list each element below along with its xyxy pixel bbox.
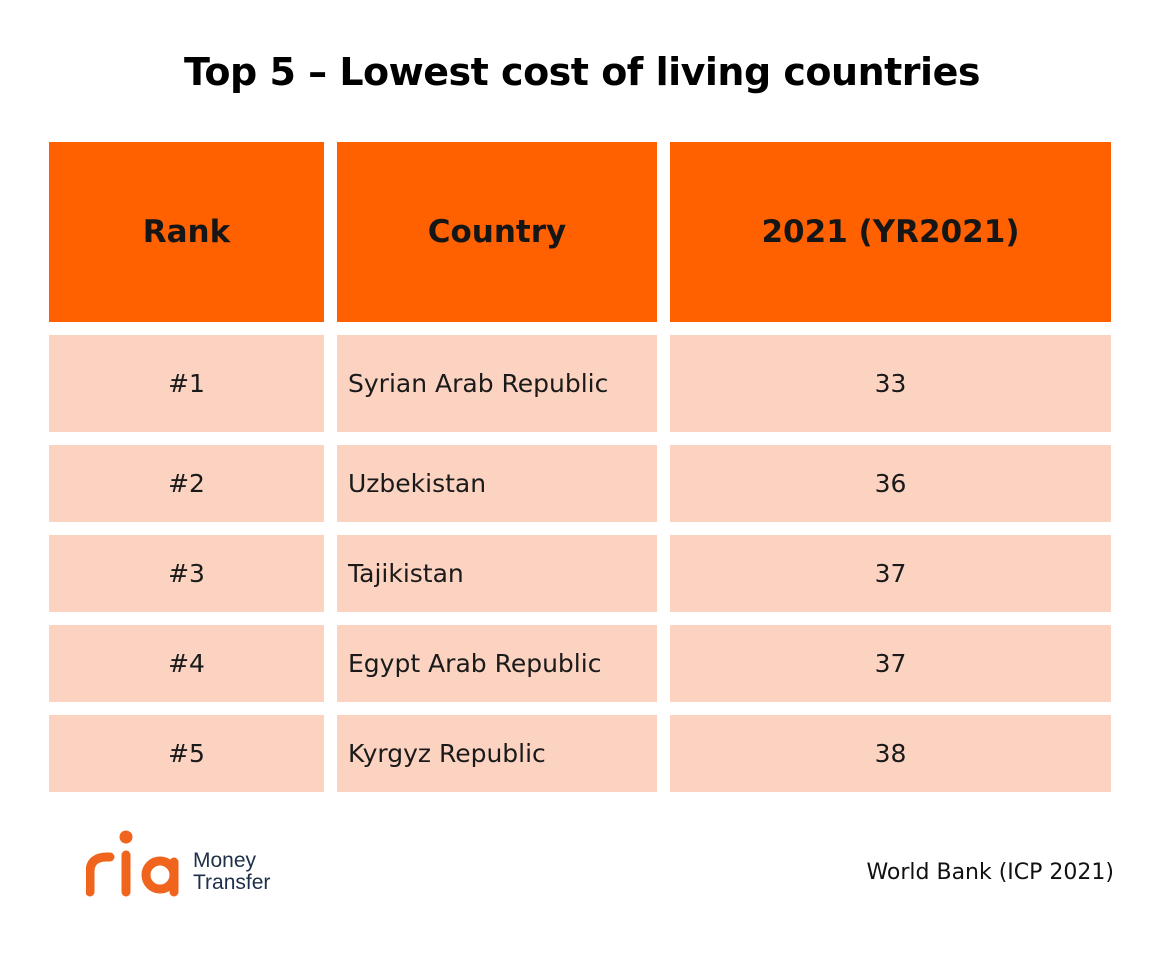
rank-cell: #5 [49,715,324,792]
value-cell: 33 [670,335,1111,432]
ria-logo-mark [86,830,179,897]
value-cell: 38 [670,715,1111,792]
country-cell: Tajikistan [337,535,657,612]
rank-cell: #3 [49,535,324,612]
logo-text-money: Money [193,849,257,872]
rank-cell: #1 [49,335,324,432]
value-cell: 37 [670,625,1111,702]
header-rank: Rank [49,142,324,322]
rank-cell: #2 [49,445,324,522]
header-country: Country [337,142,657,322]
country-cell: Uzbekistan [337,445,657,522]
header-value: 2021 (YR2021) [670,142,1111,322]
country-cell: Kyrgyz Republic [337,715,657,792]
logo-wordmark: Money Transfer [193,850,270,894]
value-cell: 37 [670,535,1111,612]
country-cell: Syrian Arab Republic [337,335,657,432]
country-cell: Egypt Arab Republic [337,625,657,702]
source-note: World Bank (ICP 2021) [866,860,1114,885]
value-cell: 36 [670,445,1111,522]
rank-cell: #4 [49,625,324,702]
logo-text-transfer: Transfer [193,871,271,894]
ria-logo: Money Transfer [86,828,286,898]
chart-title: Top 5 – Lowest cost of living countries [184,50,980,94]
